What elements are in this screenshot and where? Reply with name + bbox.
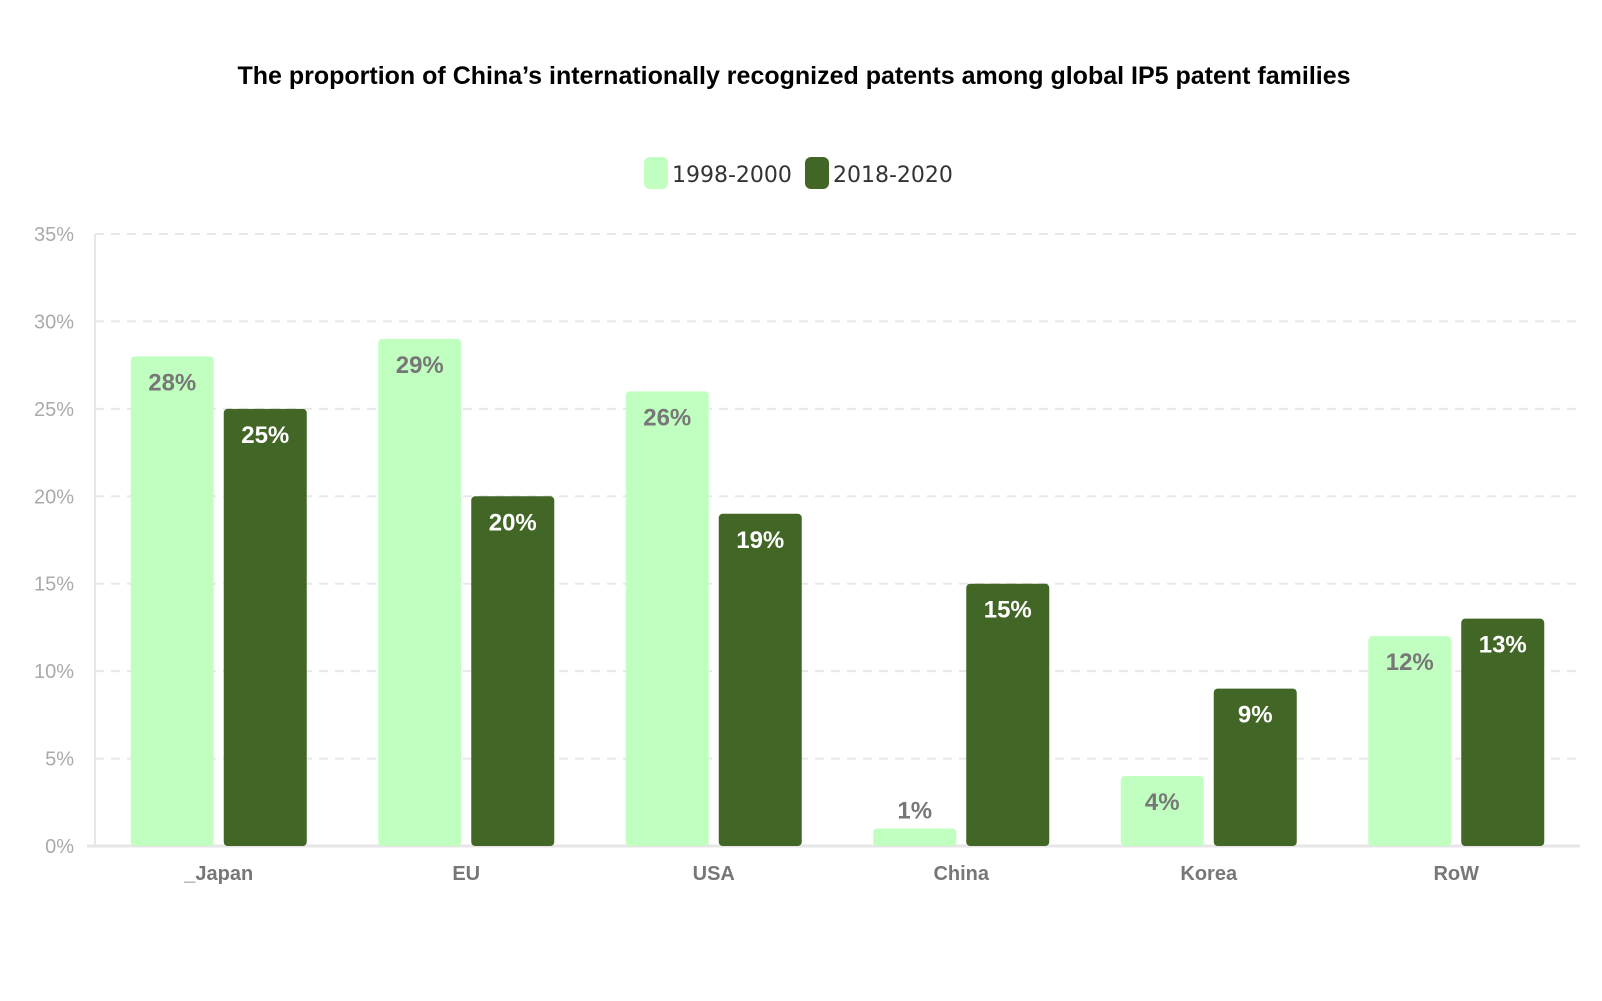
y-tick-label: 5% <box>45 749 74 771</box>
data-label: 15% <box>984 597 1032 624</box>
legend: 1998-2000 2018-2020 <box>644 157 953 189</box>
y-tick-label: 35% <box>34 224 74 246</box>
bar-2018-2020-china <box>966 583 1050 846</box>
bar-1998-2000-eu <box>378 338 462 846</box>
y-axis-ticks: 0% 5% 10% 15% 20% 25% 30% 35% <box>34 224 74 858</box>
legend-swatch-2018-2020 <box>805 157 829 189</box>
y-tick-label: 20% <box>34 486 74 508</box>
bar-1998-2000-korea <box>1120 776 1204 846</box>
y-tick-label: 15% <box>34 574 74 596</box>
bar-2018-2020-row <box>1461 618 1545 846</box>
bars <box>130 338 1545 846</box>
bar-2018-2020-korea <box>1213 688 1297 846</box>
legend-label-1998-2000: 1998-2000 <box>672 163 792 188</box>
data-label: 9% <box>1238 702 1273 729</box>
data-label: 4% <box>1145 789 1180 816</box>
legend-swatch-1998-2000 <box>644 157 668 189</box>
data-label: 13% <box>1479 632 1527 659</box>
x-tick-label: China <box>933 863 989 885</box>
data-label: 19% <box>736 527 784 554</box>
bar-1998-2000-china <box>873 828 957 846</box>
data-label: 1% <box>897 798 932 825</box>
x-tick-label: USA <box>693 863 735 885</box>
bar-2018-2020-usa <box>718 513 802 846</box>
data-label: 20% <box>489 509 537 536</box>
legend-label-2018-2020: 2018-2020 <box>833 163 953 188</box>
chart-title: The proportion of China’s internationall… <box>237 62 1350 90</box>
data-label: 28% <box>148 369 196 396</box>
data-labels: 28% 25% 29% 20% 26% 19% 1% 15% 4% 9% 12% 13% <box>148 352 1527 825</box>
data-label: 12% <box>1386 649 1434 676</box>
x-tick-label: _Japan <box>183 863 253 885</box>
x-tick-label: EU <box>452 863 480 885</box>
data-label: 26% <box>643 404 691 431</box>
y-tick-label: 0% <box>45 836 74 858</box>
data-label: 29% <box>396 352 444 379</box>
bar-2018-2020-eu <box>471 496 555 846</box>
x-tick-label: Korea <box>1180 863 1238 885</box>
y-tick-label: 10% <box>34 661 74 683</box>
axes <box>87 234 1580 848</box>
x-axis-ticks: _Japan EU USA China Korea RoW <box>183 863 1479 885</box>
data-label: 25% <box>241 422 289 449</box>
bar-1998-2000-japan <box>130 356 214 846</box>
bar-1998-2000-usa <box>625 391 709 846</box>
y-tick-label: 30% <box>34 311 74 333</box>
x-tick-label: RoW <box>1433 863 1479 885</box>
bar-2018-2020-japan <box>223 408 307 846</box>
gridlines <box>95 233 1580 760</box>
bar-1998-2000-row <box>1368 636 1452 846</box>
y-tick-label: 25% <box>34 399 74 421</box>
